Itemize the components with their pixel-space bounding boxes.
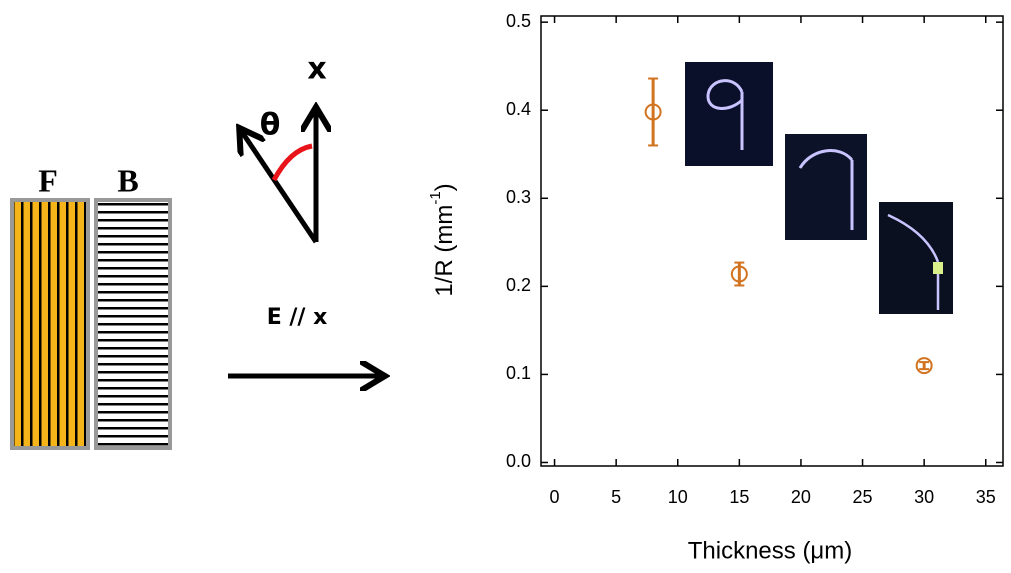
inset-photo <box>785 134 867 240</box>
y-tick-label: 0.3 <box>506 187 531 207</box>
inset-photo <box>685 62 773 166</box>
x-tick-label: 0 <box>550 487 560 507</box>
data-point <box>730 265 748 283</box>
x-tick-label: 30 <box>914 487 934 507</box>
front-label: F <box>38 162 58 198</box>
y-axis-label-main: 1/R (mm <box>431 205 458 297</box>
data-point <box>915 357 933 375</box>
y-axis-label: 1/R (mm-1) <box>427 183 458 296</box>
y-tick-label: 0.5 <box>506 11 531 31</box>
y-tick-label: 0.4 <box>506 99 531 119</box>
orientation-arrow <box>242 132 319 244</box>
x-tick-label: 35 <box>976 487 996 507</box>
y-axis-label-sup: -1 <box>427 191 444 204</box>
plot-frame <box>540 15 1004 467</box>
back-label: B <box>117 162 138 198</box>
x-direction-label: x <box>307 52 326 87</box>
angle-label: θ <box>260 108 281 143</box>
x-axis-label: Thickness (μm) <box>688 537 853 564</box>
angle-arc <box>271 143 313 182</box>
front-layer <box>10 198 90 450</box>
x-tick-label: 25 <box>853 487 873 507</box>
y-tick-label: 0.0 <box>506 451 531 471</box>
field-label: E // x <box>267 305 328 330</box>
data-point <box>644 103 662 121</box>
y-tick-label: 0.1 <box>506 363 531 383</box>
y-tick-label: 0.2 <box>506 275 531 295</box>
inset-photo <box>879 202 953 314</box>
x-tick-label: 15 <box>729 487 749 507</box>
x-tick-label: 10 <box>668 487 688 507</box>
x-tick-label: 5 <box>611 487 621 507</box>
x-tick-label: 20 <box>791 487 811 507</box>
back-layer <box>94 198 172 450</box>
y-axis-label-close: ) <box>431 183 458 191</box>
